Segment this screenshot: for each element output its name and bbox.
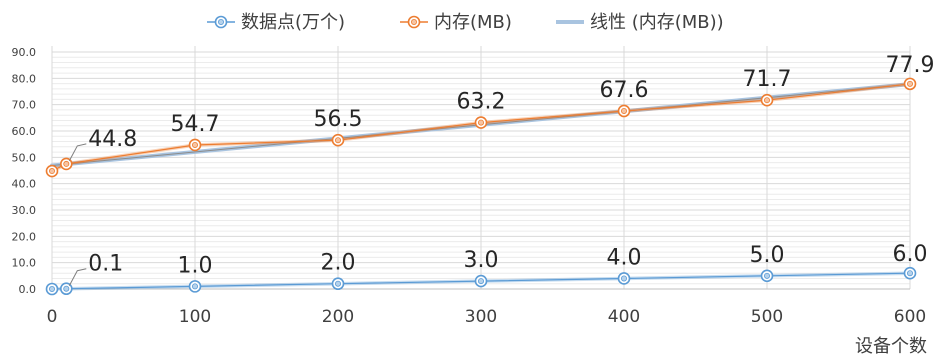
data-label: 5.0 (750, 243, 785, 268)
y-tick-label: 70.0 (12, 99, 37, 112)
data-label: 3.0 (464, 248, 499, 273)
legend-marker-center (410, 18, 417, 25)
data-label: 63.2 (457, 90, 506, 115)
data-label: 0.1 (88, 252, 123, 277)
data-point-marker (188, 280, 202, 293)
legend-marker (407, 15, 421, 29)
x-tick-label: 0 (47, 307, 58, 327)
y-tick-label: 50.0 (12, 151, 37, 164)
x-tick-label: 100 (179, 307, 211, 327)
data-point-marker (760, 93, 774, 107)
legend-entry-trendline: 线性 (内存(MB)) (590, 12, 724, 33)
x-tick-label: 600 (894, 307, 926, 327)
data-point-marker-center (621, 107, 628, 114)
series-line (51, 272, 911, 290)
data-point-marker (188, 138, 202, 152)
data-point-marker-center (191, 141, 198, 148)
data-point-marker-center (764, 97, 771, 104)
data-point-marker (331, 133, 345, 147)
y-tick-label: 60.0 (12, 125, 37, 138)
data-point-marker-center (477, 119, 484, 126)
legend-entry-memory: 内存(MB) (434, 12, 512, 33)
data-point-marker-center (191, 283, 198, 290)
data-label: 4.0 (607, 245, 642, 270)
data-point-marker (617, 104, 631, 118)
data-point-marker-center (63, 285, 70, 292)
data-point-marker (45, 164, 59, 178)
data-label: 71.7 (743, 67, 792, 92)
data-label: 2.0 (321, 251, 356, 276)
data-point-marker-center (621, 275, 628, 282)
y-tick-label: 0.0 (19, 283, 37, 296)
data-label: 44.8 (88, 127, 137, 152)
data-point-marker-center (63, 160, 70, 167)
data-point-marker-center (907, 80, 914, 87)
data-label: 77.9 (886, 53, 935, 78)
leader-line (68, 268, 87, 286)
data-point-marker (60, 282, 73, 296)
x-tick-label: 400 (608, 307, 640, 327)
data-point-marker-center (764, 272, 771, 279)
legend-entry-data-points: 数据点(万个) (241, 12, 345, 33)
series-layer (45, 77, 917, 296)
y-tick-label: 10.0 (12, 257, 37, 270)
data-point-marker-center (907, 270, 914, 277)
data-point-marker (474, 116, 488, 129)
data-point-marker (60, 157, 73, 171)
data-point-marker (45, 282, 59, 296)
data-point-marker-center (477, 278, 484, 285)
y-tick-label: 20.0 (12, 230, 37, 243)
data-label: 6.0 (893, 242, 928, 267)
legend-marker-center (217, 18, 224, 25)
data-label: 67.6 (600, 78, 649, 103)
x-tick-label: 200 (322, 307, 354, 327)
data-label: 54.7 (171, 112, 220, 137)
y-tick-label: 80.0 (12, 72, 37, 85)
leader-line (68, 143, 87, 162)
data-point-marker-center (49, 285, 56, 292)
data-point-marker (903, 77, 917, 91)
data-point-marker (474, 274, 488, 288)
y-tick-label: 40.0 (12, 178, 37, 191)
series-line (51, 83, 911, 172)
data-point-marker-center (334, 137, 341, 144)
data-point-marker-center (334, 280, 341, 287)
x-axis-title: 设备个数 (855, 336, 927, 357)
legend-marker (214, 15, 228, 29)
x-tick-label: 500 (751, 307, 783, 327)
data-label: 1.0 (178, 253, 213, 278)
y-tick-label: 90.0 (12, 46, 37, 59)
data-point-marker (617, 272, 631, 285)
data-point-marker-center (49, 168, 56, 175)
data-label: 56.5 (314, 107, 363, 132)
data-point-marker (903, 266, 917, 280)
y-tick-label: 30.0 (12, 204, 37, 217)
x-tick-label: 300 (465, 307, 497, 327)
data-point-marker (331, 277, 345, 291)
legend: 数据点(万个) 内存(MB) 线性 (内存(MB)) (207, 12, 724, 33)
data-labels: 0.1 1.0 2.0 3.0 4.0 5.0 6.0 44.8 54.7 56.5 63.2 67.… (68, 53, 935, 286)
data-point-marker (760, 269, 774, 283)
